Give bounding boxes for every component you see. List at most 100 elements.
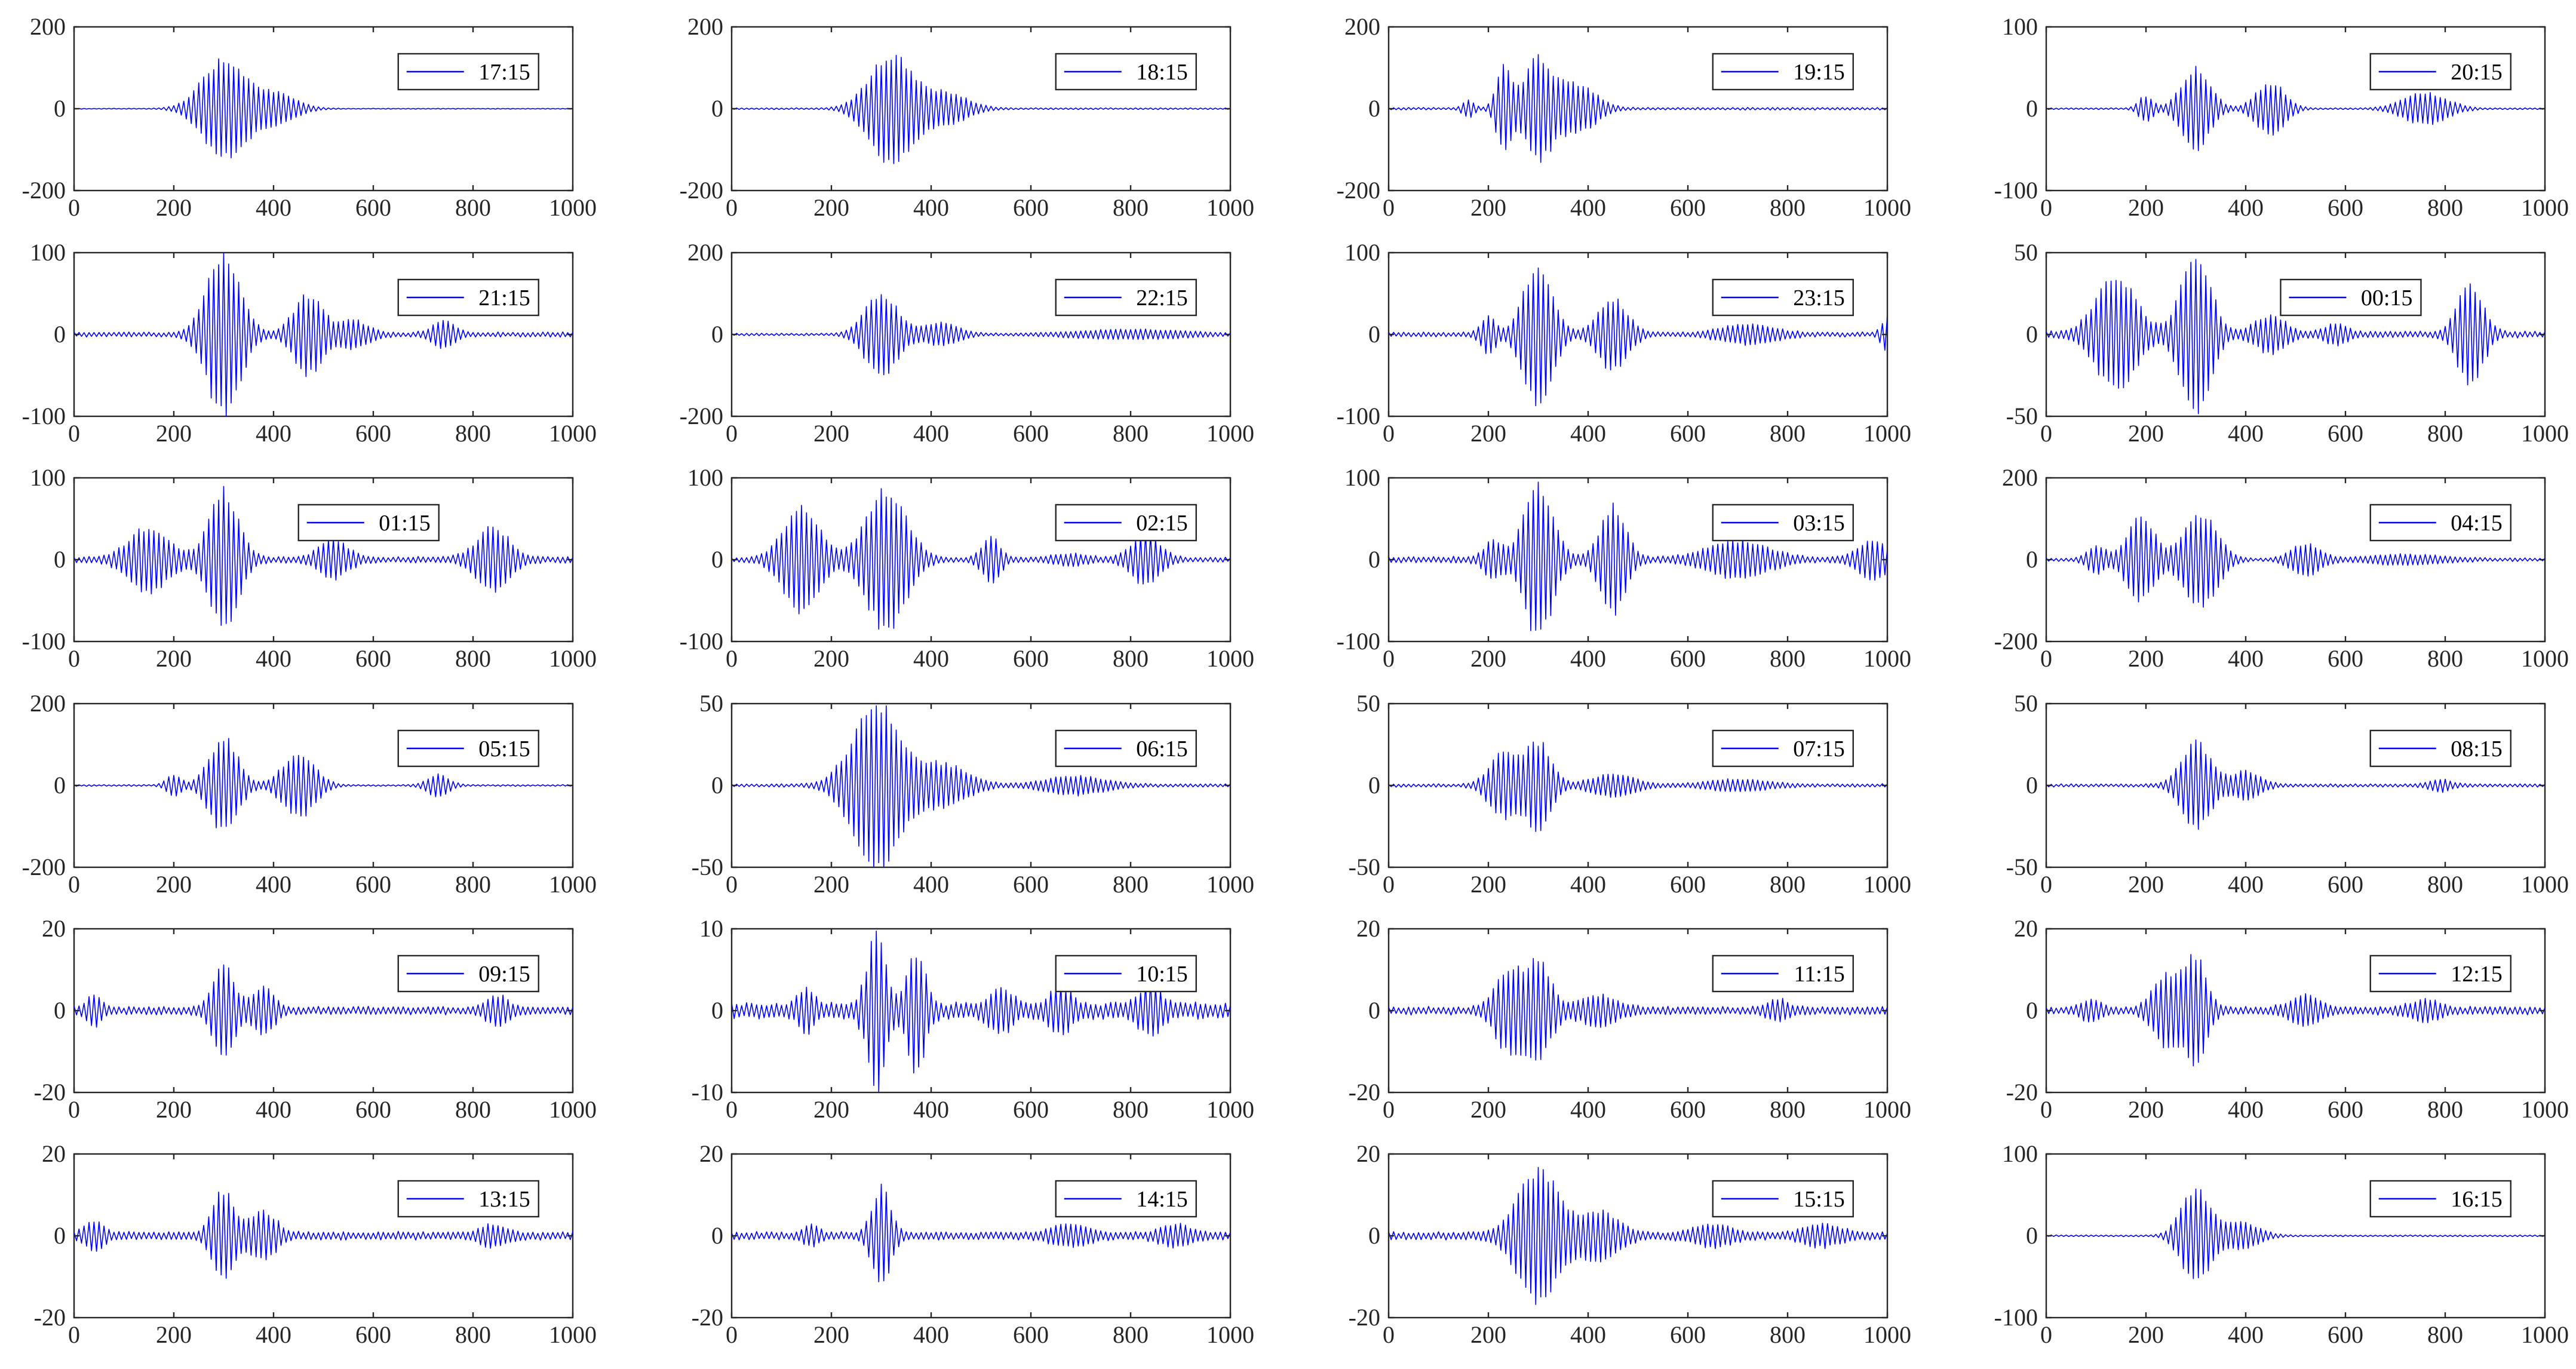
x-tick-label: 400 xyxy=(1570,1096,1606,1123)
y-tick-label: 0 xyxy=(2026,772,2038,799)
axes-frame xyxy=(1387,251,1889,418)
legend: 18:15 xyxy=(1055,53,1197,91)
x-tick-label: 800 xyxy=(1113,1096,1149,1123)
x-tick-label: 800 xyxy=(2427,1096,2463,1123)
legend-label: 06:15 xyxy=(1136,736,1188,762)
x-tick-label: 400 xyxy=(913,645,949,672)
x-tick-label: 400 xyxy=(2228,871,2264,898)
x-tick-label: 600 xyxy=(355,194,391,221)
y-tick-label: 100 xyxy=(30,464,66,491)
x-tick-label: 800 xyxy=(1770,1096,1806,1123)
legend: 11:15 xyxy=(1712,954,1854,993)
x-tick-label: 1000 xyxy=(1206,1321,1254,1348)
x-tick-label: 1000 xyxy=(1863,194,1911,221)
legend: 01:15 xyxy=(297,504,440,542)
y-tick-label: 0 xyxy=(1368,95,1380,122)
y-tick-label: 0 xyxy=(711,997,723,1024)
x-tick-label: 800 xyxy=(2427,194,2463,221)
axes-frame xyxy=(1387,477,1889,643)
x-tick-label: 800 xyxy=(2427,1321,2463,1348)
x-tick-label: 0 xyxy=(1383,871,1395,898)
legend-label: 10:15 xyxy=(1136,962,1188,987)
y-tick-label: -20 xyxy=(692,1304,723,1331)
x-tick-label: 1000 xyxy=(2521,194,2569,221)
y-tick-label: 200 xyxy=(2002,464,2038,491)
legend-label: 02:15 xyxy=(1136,511,1188,536)
x-tick-label: 200 xyxy=(1470,194,1506,221)
x-tick-label: 800 xyxy=(1770,871,1806,898)
legend-label: 09:15 xyxy=(478,962,530,987)
y-tick-label: 20 xyxy=(42,915,66,942)
x-tick-label: 0 xyxy=(2040,1321,2052,1348)
x-tick-label: 400 xyxy=(256,420,291,447)
signal-line xyxy=(74,58,573,159)
legend-label: 03:15 xyxy=(1793,511,1845,536)
x-tick-label: 1000 xyxy=(1863,1321,1911,1348)
x-tick-label: 800 xyxy=(2427,420,2463,447)
x-tick-label: 0 xyxy=(2040,1096,2052,1123)
x-tick-label: 1000 xyxy=(549,194,597,221)
y-tick-label: 200 xyxy=(1344,13,1380,40)
x-tick-label: 0 xyxy=(2040,420,2052,447)
signal-line xyxy=(732,931,1230,1092)
signal-line xyxy=(74,1192,573,1279)
x-tick-label: 0 xyxy=(68,420,80,447)
axes-frame xyxy=(1387,928,1889,1094)
y-tick-label: 0 xyxy=(711,95,723,122)
legend: 23:15 xyxy=(1712,278,1854,317)
x-tick-label: 600 xyxy=(355,645,391,672)
x-tick-label: 0 xyxy=(68,1096,80,1123)
x-tick-label: 200 xyxy=(1470,871,1506,898)
y-tick-label: -100 xyxy=(1994,177,2038,204)
y-tick-label: 50 xyxy=(2014,690,2038,717)
y-tick-label: 0 xyxy=(54,546,66,573)
y-tick-label: 0 xyxy=(54,1222,66,1249)
x-tick-label: 1000 xyxy=(1206,871,1254,898)
y-tick-label: -100 xyxy=(22,628,66,655)
x-tick-label: 0 xyxy=(68,1321,80,1348)
y-tick-label: 0 xyxy=(711,1222,723,1249)
x-tick-label: 200 xyxy=(813,194,849,221)
y-tick-label: -20 xyxy=(34,1304,66,1331)
x-tick-label: 0 xyxy=(1383,194,1395,221)
signal-line xyxy=(74,486,573,626)
x-tick-label: 1000 xyxy=(1206,645,1254,672)
x-tick-label: 0 xyxy=(2040,871,2052,898)
y-tick-label: 100 xyxy=(1344,464,1380,491)
signal-line xyxy=(2046,954,2545,1067)
x-tick-label: 600 xyxy=(1013,1321,1049,1348)
x-tick-label: 200 xyxy=(1470,1096,1506,1123)
signal-line xyxy=(1389,741,1887,832)
y-tick-label: -20 xyxy=(1349,1079,1380,1106)
y-tick-label: -50 xyxy=(2006,403,2038,429)
x-tick-label: 200 xyxy=(813,1321,849,1348)
x-tick-label: 200 xyxy=(156,1321,192,1348)
x-tick-label: 200 xyxy=(1470,1321,1506,1348)
x-tick-label: 1000 xyxy=(2521,1321,2569,1348)
x-tick-label: 1000 xyxy=(1206,194,1254,221)
y-tick-label: 0 xyxy=(1368,1222,1380,1249)
axes-frame xyxy=(730,702,1232,868)
x-tick-label: 200 xyxy=(156,194,192,221)
x-tick-label: 0 xyxy=(1383,645,1395,672)
legend-label: 04:15 xyxy=(2451,511,2503,536)
x-tick-label: 200 xyxy=(1470,420,1506,447)
signal-line xyxy=(2046,259,2545,415)
y-tick-label: 0 xyxy=(1368,772,1380,799)
y-tick-label: -200 xyxy=(680,403,723,429)
legend: 15:15 xyxy=(1712,1180,1854,1218)
y-tick-label: 0 xyxy=(54,772,66,799)
y-tick-label: 50 xyxy=(1356,690,1380,717)
signal-line xyxy=(2046,515,2545,608)
